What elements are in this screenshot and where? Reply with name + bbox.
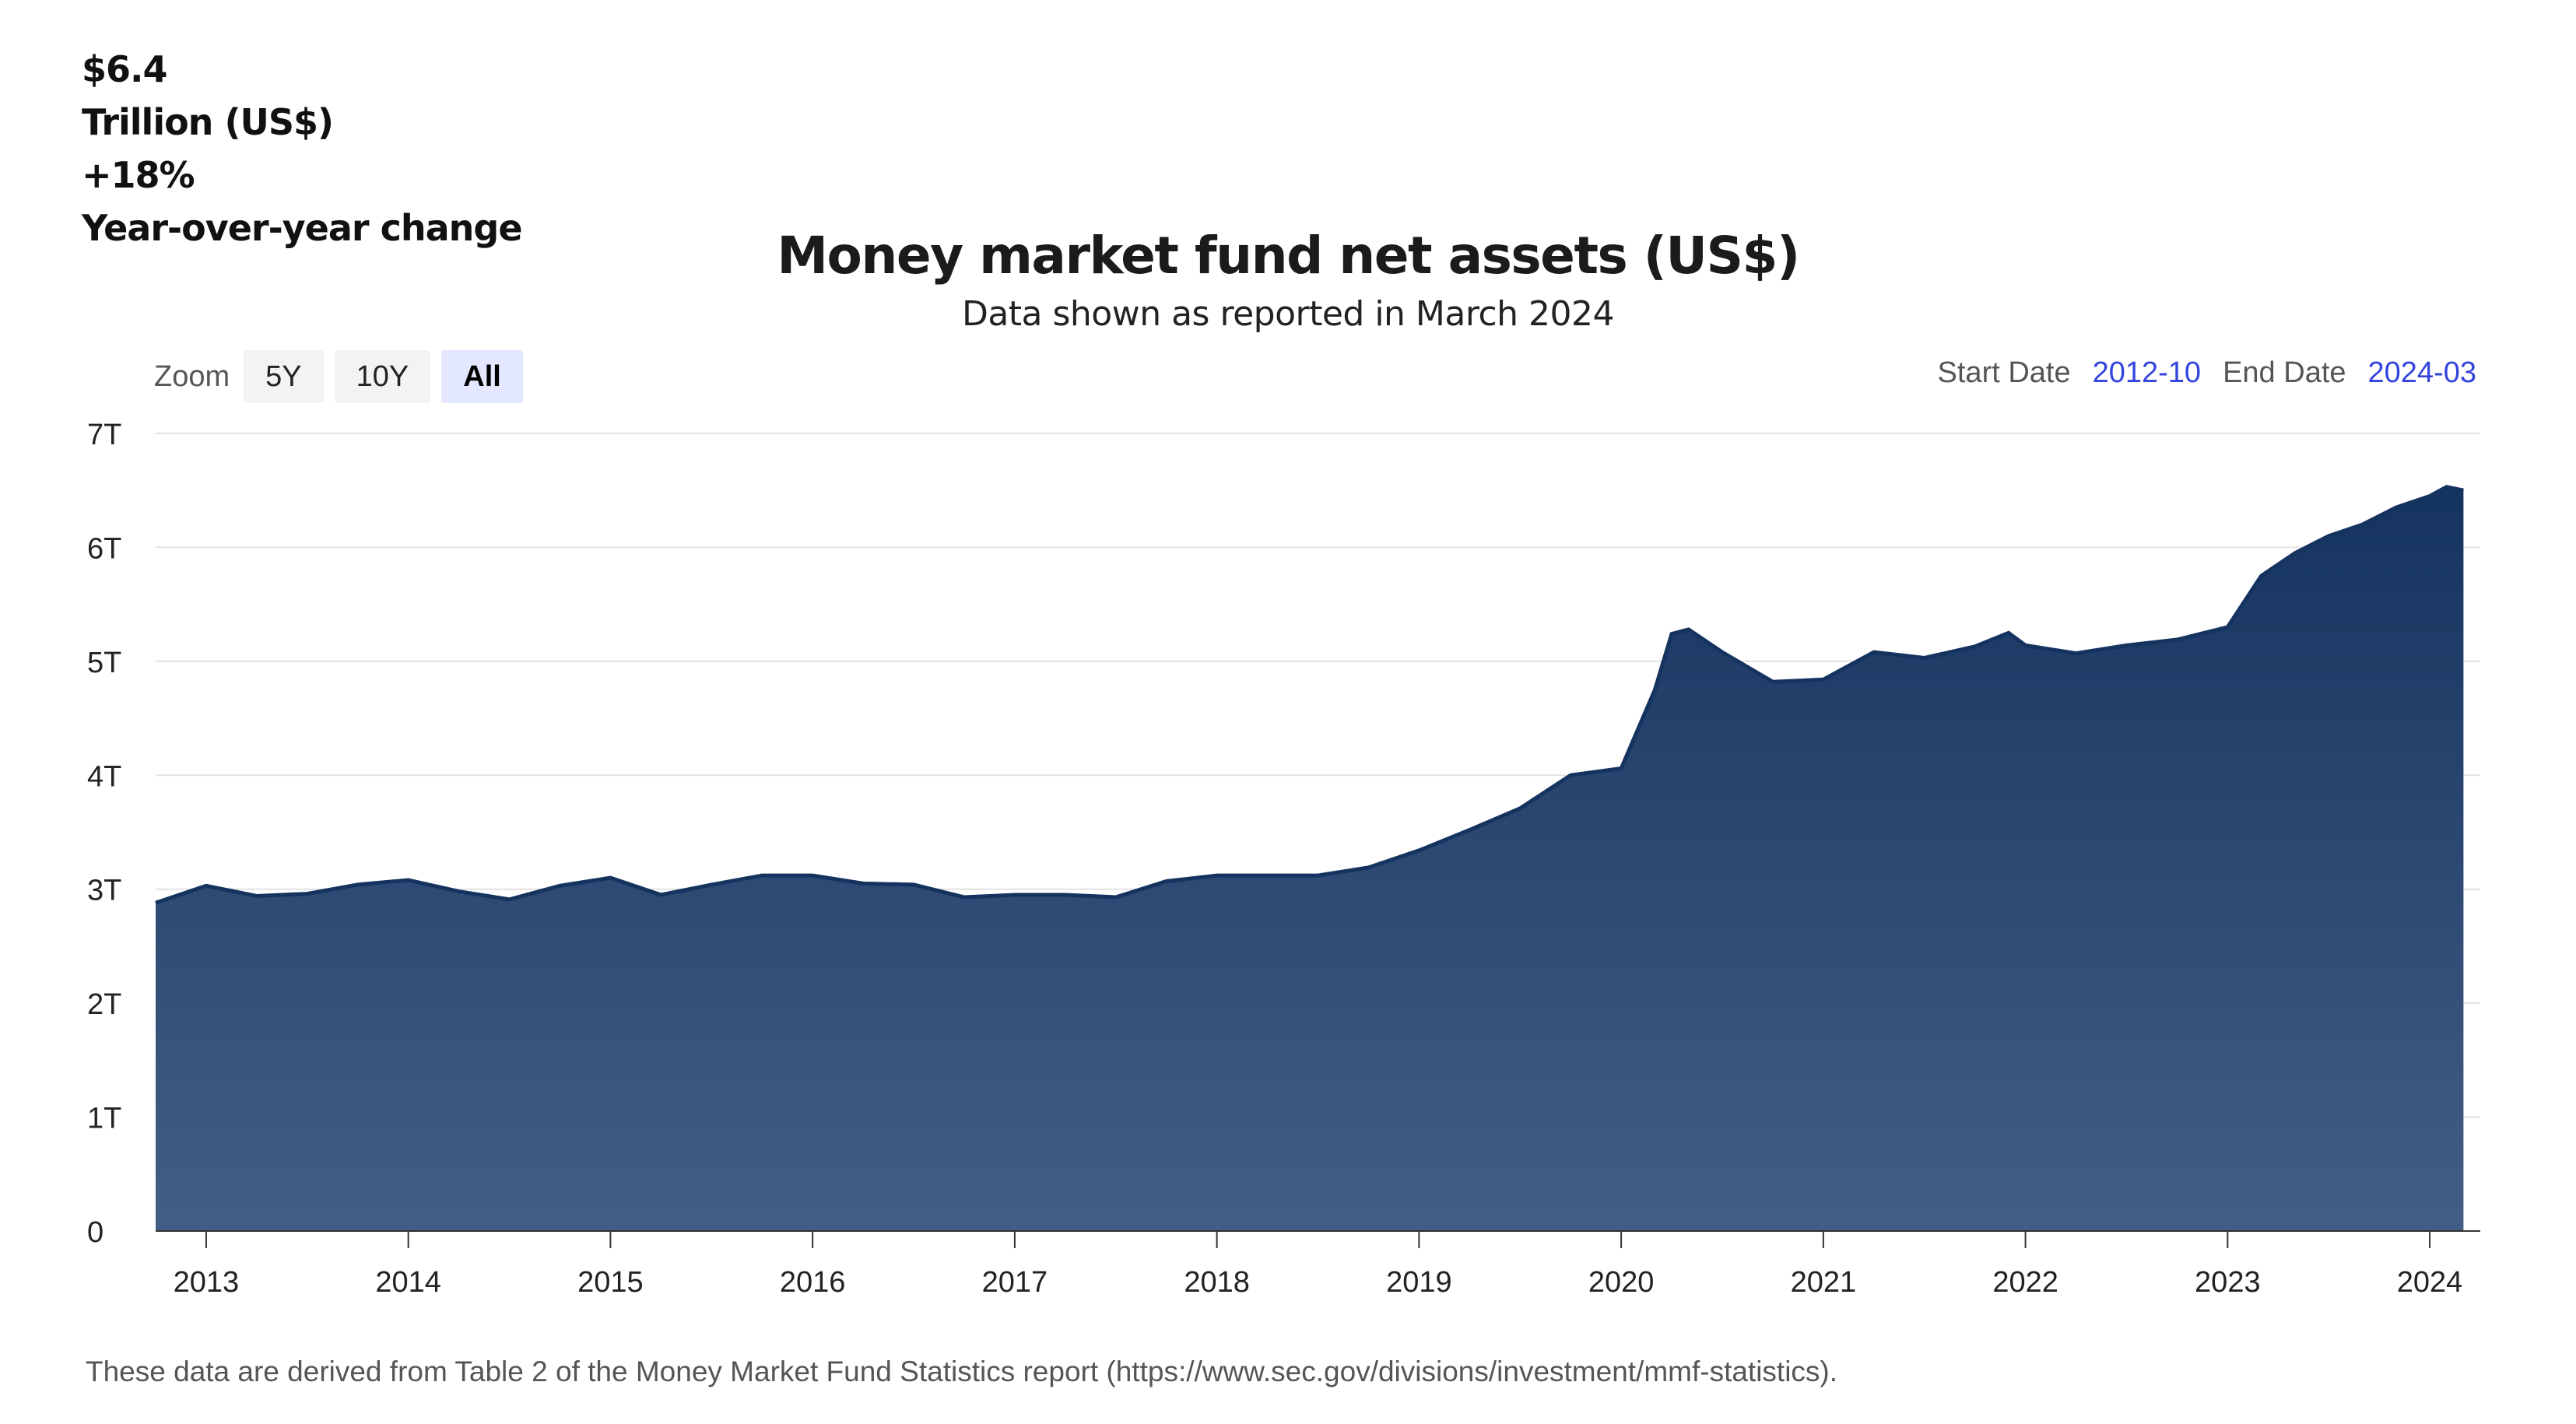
footnote: These data are derived from Table 2 of t…: [86, 1356, 1838, 1387]
zoom-controls: Zoom 5Y 10Y All: [154, 349, 523, 405]
zoom-5y-button[interactable]: 5Y: [244, 350, 324, 403]
y-tick-label: 2T: [87, 988, 121, 1021]
y-tick-label: 1T: [87, 1103, 121, 1135]
y-tick-label: 6T: [87, 532, 121, 565]
start-date-label: Start Date: [1937, 356, 2071, 389]
chart-subtitle: Data shown as reported in March 2024: [961, 294, 1615, 334]
y-tick-label: 3T: [87, 875, 121, 907]
x-tick-label: 2021: [1791, 1266, 1857, 1299]
x-tick-label: 2017: [982, 1266, 1048, 1299]
x-tick-label: 2023: [2195, 1266, 2261, 1299]
zoom-10y-button[interactable]: 10Y: [334, 350, 431, 403]
x-tick-label: 2018: [1184, 1266, 1250, 1299]
end-date-label: End Date: [2223, 356, 2346, 389]
kpi-change: +18%: [82, 154, 195, 196]
kpi-change-label: Year-over-year change: [82, 207, 523, 249]
x-tick-label: 2024: [2397, 1266, 2463, 1299]
chart-title: Money market fund net assets (US$): [777, 226, 1800, 286]
y-axis: 0 1T 2T 3T 4T 5T 6T 7T: [87, 419, 121, 1249]
x-axis: 2013 2014 2015 2016 2017 2018 2019 2020 2021 2022…: [174, 1231, 2463, 1299]
date-range: Start Date 2012-10 End Date 2024-03: [1938, 356, 2476, 390]
x-tick-label: 2015: [577, 1266, 644, 1299]
net-assets-area: [156, 486, 2464, 1231]
x-tick-label: 2016: [780, 1266, 846, 1299]
x-tick-label: 2019: [1386, 1266, 1452, 1299]
kpi-block: $6.4 Trillion (US$) +18% Year-over-year …: [82, 43, 523, 254]
zoom-all-button[interactable]: All: [441, 350, 523, 403]
y-tick-label: 4T: [87, 760, 121, 793]
x-tick-label: 2013: [174, 1266, 240, 1299]
y-tick-label: 7T: [87, 419, 121, 451]
x-tick-label: 2020: [1588, 1266, 1655, 1299]
x-tick-label: 2014: [375, 1266, 441, 1299]
zoom-label: Zoom: [154, 360, 230, 393]
net-assets-line: [155, 485, 2464, 905]
kpi-unit: Trillion (US$): [82, 101, 334, 143]
kpi-value: $6.4: [82, 48, 167, 90]
y-tick-label: 0: [87, 1216, 104, 1249]
end-date-input[interactable]: 2024-03: [2367, 356, 2476, 389]
y-tick-label: 5T: [87, 647, 121, 679]
start-date-input[interactable]: 2012-10: [2092, 356, 2202, 389]
x-tick-label: 2022: [1992, 1266, 2058, 1299]
